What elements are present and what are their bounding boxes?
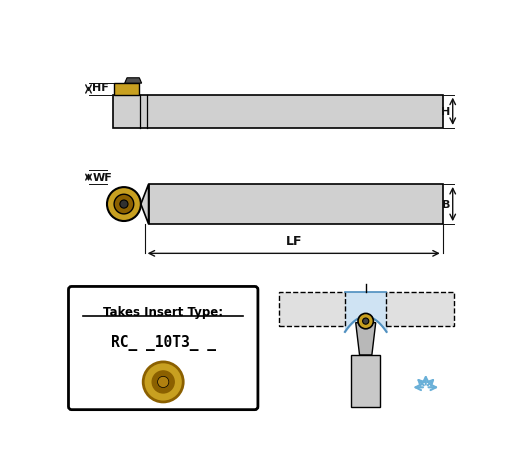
Circle shape xyxy=(152,371,174,393)
Text: Takes Insert Type:: Takes Insert Type: xyxy=(103,305,223,318)
Text: HF: HF xyxy=(92,83,109,93)
Text: B: B xyxy=(442,200,450,210)
FancyBboxPatch shape xyxy=(69,287,258,410)
Polygon shape xyxy=(351,355,380,407)
Polygon shape xyxy=(125,79,142,84)
Text: RC_ _10T3_ _: RC_ _10T3_ _ xyxy=(111,334,215,350)
Circle shape xyxy=(120,200,128,209)
Circle shape xyxy=(358,314,373,329)
Text: H: H xyxy=(441,107,450,117)
Polygon shape xyxy=(386,292,454,326)
Polygon shape xyxy=(280,292,345,326)
Circle shape xyxy=(107,188,141,221)
Circle shape xyxy=(143,362,183,402)
Circle shape xyxy=(157,376,169,388)
Text: LF: LF xyxy=(285,235,302,248)
Polygon shape xyxy=(114,84,139,95)
Circle shape xyxy=(114,195,134,214)
Polygon shape xyxy=(113,95,443,129)
Circle shape xyxy=(363,319,369,325)
Text: WF: WF xyxy=(92,173,112,183)
Polygon shape xyxy=(149,185,443,225)
Polygon shape xyxy=(356,323,376,355)
Polygon shape xyxy=(141,185,149,225)
